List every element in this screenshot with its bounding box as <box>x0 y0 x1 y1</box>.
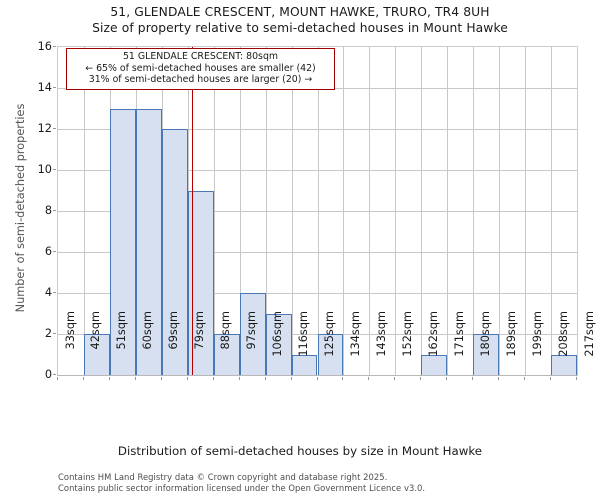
x-axis-tick-label: 116sqm <box>297 311 311 357</box>
x-axis-tick-label: 217sqm <box>582 311 596 357</box>
histogram-bar <box>551 354 577 375</box>
y-axis-tick-mark <box>53 169 56 170</box>
chart-title: 51, GLENDALE CRESCENT, MOUNT HAWKE, TRUR… <box>110 5 490 19</box>
x-axis-tick-label: 189sqm <box>504 311 518 357</box>
y-axis-tick-mark <box>53 292 56 293</box>
x-axis-tick-label: 152sqm <box>400 311 414 357</box>
x-axis-tick-label: 134sqm <box>348 311 362 357</box>
x-axis-tick-mark <box>134 377 136 380</box>
x-axis-tick-label: 42sqm <box>89 311 103 350</box>
x-axis-tick-mark <box>82 377 84 380</box>
y-axis-tick-mark <box>53 128 56 129</box>
x-axis-tick-label: 33sqm <box>63 311 77 350</box>
x-axis-tick-mark <box>290 377 292 380</box>
x-axis-tick-label: 125sqm <box>323 311 336 357</box>
histogram-bar <box>239 293 266 375</box>
y-axis-tick-label: 14 <box>37 80 52 94</box>
x-axis-tick-mark <box>524 377 526 380</box>
gridline-horizontal <box>58 129 577 130</box>
x-axis-tick-label: 106sqm <box>271 311 285 357</box>
x-axis-tick-label: 97sqm <box>245 311 259 350</box>
x-axis-tick-mark <box>264 377 266 380</box>
y-axis-tick-mark <box>53 210 56 211</box>
x-axis-tick-label: 162sqm <box>426 311 440 357</box>
property-marker-line <box>191 47 194 375</box>
gridline-horizontal <box>58 170 577 171</box>
y-axis-tick-label: 10 <box>37 162 52 176</box>
x-axis-tick-label: 88sqm <box>219 311 233 350</box>
annotation-line-2: ← 65% of semi-detached houses are smalle… <box>85 62 316 74</box>
x-axis-tick-mark <box>238 377 240 380</box>
y-axis-tick-label: 0 <box>44 367 52 381</box>
x-axis-tick-label: 79sqm <box>193 311 207 350</box>
y-axis-tick-label: 8 <box>44 203 52 217</box>
x-axis-tick-mark <box>57 377 58 380</box>
histogram-bar <box>421 354 448 375</box>
x-axis-tick-mark <box>394 377 396 380</box>
x-axis-tick-mark <box>420 377 422 380</box>
y-axis-tick-mark <box>53 87 56 88</box>
y-axis-tick-mark <box>53 251 56 252</box>
x-axis-tick-mark <box>316 377 318 380</box>
footer-line-2: Contains public sector information licen… <box>58 483 426 493</box>
y-axis-tick-label: 4 <box>44 285 52 299</box>
histogram-bar <box>265 313 292 375</box>
histogram-bar <box>291 354 318 375</box>
y-axis-tick-label: 12 <box>37 121 52 135</box>
annotation-line-1: 51 GLENDALE CRESCENT: 80sqm <box>122 51 279 62</box>
x-axis-tick-mark <box>472 377 474 380</box>
x-axis-tick-label: 143sqm <box>374 311 388 357</box>
histogram-bar <box>83 334 110 375</box>
histogram-bar <box>213 334 240 375</box>
x-axis-tick-mark <box>368 377 370 380</box>
x-axis-tick-label: 60sqm <box>141 311 155 350</box>
x-axis-tick-label: 171sqm <box>452 311 466 357</box>
annotation-line-3: 31% of semi-detached houses are larger (… <box>88 74 313 86</box>
histogram-bar <box>109 108 136 375</box>
x-axis-tick-label: 208sqm <box>556 311 570 357</box>
footer-line-1: Contains HM Land Registry data © Crown c… <box>58 472 388 482</box>
x-axis-tick-label: 51sqm <box>115 311 129 350</box>
x-axis-tick-label: 199sqm <box>530 311 544 357</box>
histogram-bar <box>161 129 188 375</box>
plot-area <box>57 46 578 376</box>
chart-subtitle: Size of property relative to semi-detach… <box>92 21 508 35</box>
y-axis-tick-mark <box>53 333 56 334</box>
y-axis-tick-label: 16 <box>37 39 52 53</box>
gridline-horizontal <box>58 252 577 253</box>
y-axis-tick-label: 2 <box>44 326 52 340</box>
x-axis-tick-mark <box>342 377 344 380</box>
x-axis-tick-mark <box>550 377 552 380</box>
x-axis-tick-label: 180sqm <box>478 311 492 357</box>
histogram-bar <box>473 334 500 375</box>
gridline-horizontal <box>58 211 577 212</box>
histogram-bar <box>135 108 162 375</box>
x-axis-tick-mark <box>186 377 188 380</box>
x-axis-tick-mark <box>212 377 214 380</box>
gridline-horizontal <box>58 293 577 294</box>
x-axis-tick-label: 69sqm <box>167 311 181 350</box>
x-axis-tick-mark <box>108 377 110 380</box>
property-annotation-box: 51 GLENDALE CRESCENT: 80sqm ← 65% of sem… <box>66 48 335 90</box>
x-axis-tick-mark <box>160 377 162 380</box>
y-axis-tick-mark <box>53 46 56 47</box>
x-axis-tick-mark <box>498 377 500 380</box>
x-axis-title: Distribution of semi-detached houses by … <box>117 444 483 458</box>
x-axis-tick-mark <box>446 377 448 380</box>
x-axis-tick-mark <box>576 377 577 380</box>
y-axis-tick-labels: 0 2 4 6 8 10 12 14 16 <box>0 0 56 500</box>
y-axis-tick-label: 6 <box>44 244 52 258</box>
histogram-bar <box>317 334 344 375</box>
y-axis-tick-mark <box>53 374 56 375</box>
